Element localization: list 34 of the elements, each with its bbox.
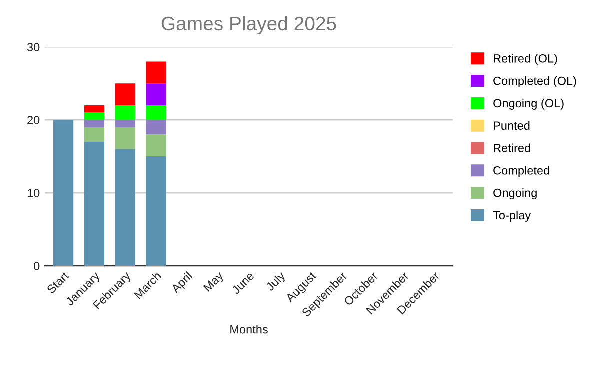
bar — [84, 142, 104, 266]
bar — [84, 127, 104, 142]
bar — [84, 120, 104, 128]
bar — [146, 105, 166, 120]
x-axis-title: Months — [230, 325, 268, 334]
y-tick-label: 10 — [28, 189, 40, 198]
y-tick-label: 30 — [27, 43, 40, 52]
bar — [115, 105, 136, 120]
y-tick-label: 0 — [34, 262, 40, 270]
bar — [146, 156, 166, 266]
bar — [115, 84, 136, 106]
bar — [146, 84, 166, 106]
legend-label: Ongoing (OL) — [494, 98, 564, 110]
legend-label: Punted — [494, 121, 530, 130]
y-tick-label: 20 — [28, 116, 40, 124]
bar — [146, 62, 166, 84]
bar — [84, 112, 104, 120]
legend-label: Completed — [494, 166, 550, 178]
x-tick-label: May — [203, 271, 226, 294]
legend-label: Retired — [494, 144, 530, 152]
bar — [146, 134, 166, 157]
x-tick-label: July — [265, 270, 288, 294]
bar — [115, 149, 136, 266]
legend-label: Completed (OL) — [494, 76, 576, 88]
bar — [115, 127, 136, 150]
bar — [84, 105, 104, 113]
bar — [115, 120, 136, 128]
x-tick-label: June — [231, 272, 255, 295]
bar — [146, 120, 166, 135]
legend-label: Ongoing — [494, 188, 537, 200]
legend-label: Retired (OL) — [494, 54, 558, 66]
chart-title: Games Played 2025 — [162, 16, 336, 34]
legend-label: To-play — [493, 210, 532, 222]
bar — [54, 120, 74, 266]
